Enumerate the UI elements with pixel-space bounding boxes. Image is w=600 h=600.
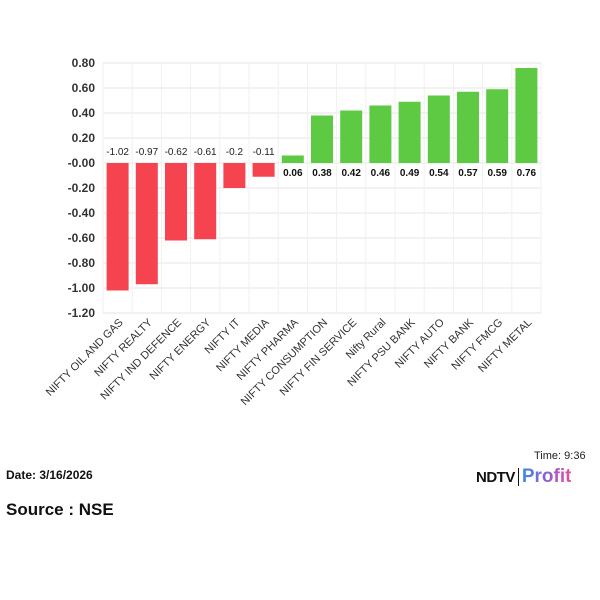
bar-chart: 0.80 0.60 0.40 0.20 -0.00 -0.20 -0.40 -0.60 -0.8… <box>44 56 542 408</box>
bar <box>223 163 246 188</box>
data-label: 0.57 <box>458 168 478 179</box>
data-label: -0.62 <box>165 147 188 158</box>
bar <box>281 155 304 163</box>
bar <box>340 110 363 163</box>
data-label: 0.59 <box>487 168 507 179</box>
y-tick-label: -0.20 <box>68 181 96 195</box>
bar <box>457 91 479 163</box>
x-tick-label: NIFTY METAL <box>476 317 534 375</box>
data-label: -0.11 <box>253 147 275 158</box>
y-tick-label: -1.20 <box>68 306 96 320</box>
y-tick-label: -0.40 <box>68 206 96 220</box>
data-label: -0.61 <box>194 147 217 158</box>
data-label: 0.49 <box>400 168 420 179</box>
bar <box>252 163 275 177</box>
data-label: -0.97 <box>135 147 158 158</box>
bar <box>427 95 450 163</box>
bar <box>398 101 421 163</box>
bar <box>165 163 187 241</box>
y-tick-label: 0.60 <box>72 81 96 95</box>
data-label: 0.42 <box>341 168 361 179</box>
bar <box>369 105 392 163</box>
y-tick-label: 0.20 <box>72 131 96 145</box>
y-tick-label: 0.80 <box>72 56 96 70</box>
data-label: 0.38 <box>312 168 332 179</box>
bar <box>515 68 538 163</box>
data-label: 0.54 <box>429 168 449 179</box>
logo-profit: Profit <box>521 466 572 487</box>
bar <box>311 115 333 163</box>
bar <box>194 163 217 240</box>
logo-ndtv: NDTV <box>476 468 515 486</box>
ndtv-profit-logo: NDTV Profit <box>476 466 571 488</box>
y-tick-label: -1.00 <box>68 281 96 295</box>
bar <box>135 163 158 285</box>
date-label: Date: 3/16/2026 <box>6 468 93 482</box>
data-label: 0.46 <box>371 168 391 179</box>
bar <box>486 89 509 163</box>
data-label: 0.76 <box>517 168 537 179</box>
y-tick-label: -0.80 <box>68 256 96 270</box>
data-label: -1.02 <box>106 147 129 158</box>
y-tick-label: -0.00 <box>68 156 96 170</box>
logo-separator <box>517 468 519 486</box>
data-label: -0.2 <box>226 147 244 158</box>
data-label: 0.06 <box>283 168 303 179</box>
source-label: Source : NSE <box>6 500 114 519</box>
y-tick-label: -0.60 <box>68 231 96 245</box>
bar <box>106 163 129 291</box>
time-label: Time: 9:36 <box>534 450 586 462</box>
y-tick-label: 0.40 <box>72 106 96 120</box>
